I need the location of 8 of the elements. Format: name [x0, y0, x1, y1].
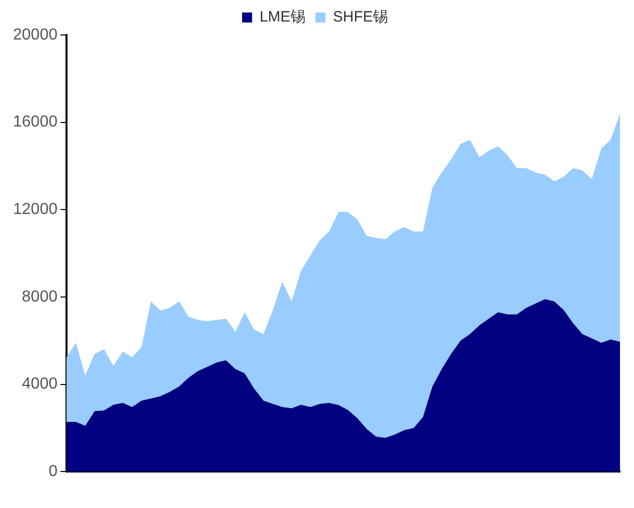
legend-label: SHFE锡 [332, 8, 388, 26]
y-tick-label: 0 [48, 463, 58, 480]
y-tick-label: 12000 [12, 201, 58, 218]
legend-label: LME锡 [260, 8, 306, 26]
y-tick-label: 8000 [22, 288, 58, 306]
y-tick-label: 4000 [22, 376, 58, 393]
y-tick-label: 16000 [12, 114, 58, 131]
y-tick-label: 20000 [12, 26, 58, 44]
